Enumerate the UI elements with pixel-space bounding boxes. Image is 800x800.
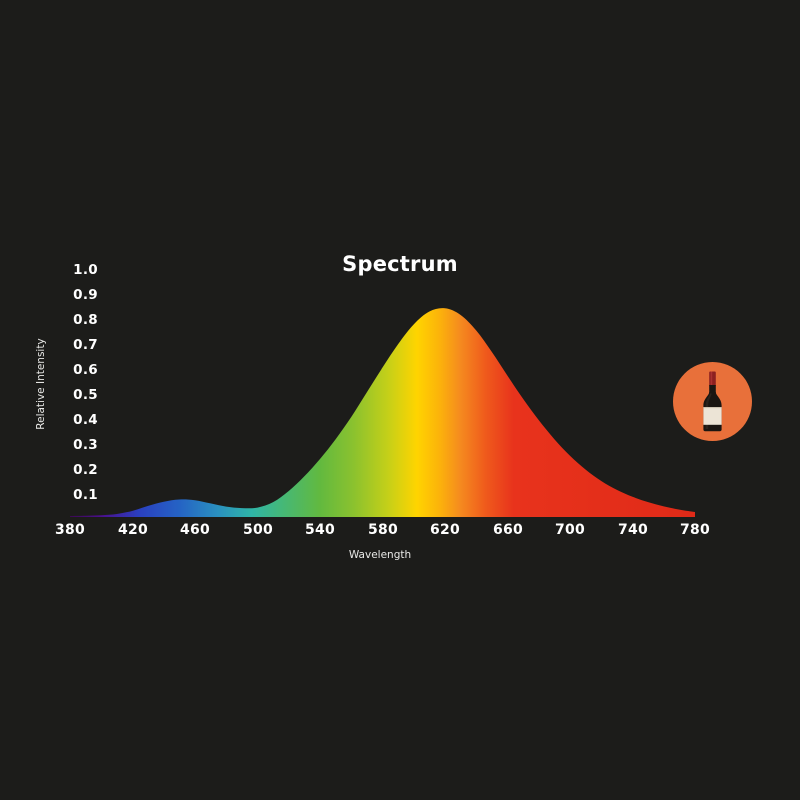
y-tick-label: 0.1: [73, 487, 98, 503]
y-axis-title: Relative Intensity: [35, 338, 47, 430]
y-tick-label: 0.6: [73, 362, 98, 378]
y-tick-label: 0.5: [73, 387, 98, 403]
wine-bottle-badge: [673, 362, 752, 441]
x-axis-title: Wavelength: [348, 549, 412, 561]
y-tick-label: 0.7: [73, 337, 98, 353]
y-tick-label: 0.4: [73, 412, 98, 428]
x-tick-label: 780: [679, 522, 711, 538]
y-tick-label: 0.2: [73, 462, 98, 478]
x-tick-label: 620: [429, 522, 461, 538]
x-tick-label: 420: [117, 522, 149, 538]
y-tick-label: 0.3: [73, 437, 98, 453]
y-tick-label: 0.9: [73, 287, 98, 303]
x-tick-label: 740: [617, 522, 649, 538]
y-tick-label: 1.0: [73, 262, 98, 278]
x-tick-label: 380: [54, 522, 86, 538]
x-tick-label: 580: [367, 522, 399, 538]
x-tick-label: 460: [179, 522, 211, 538]
y-tick-label: 0.8: [73, 312, 98, 328]
page-title: Spectrum: [342, 252, 458, 276]
x-tick-label: 540: [304, 522, 336, 538]
wine-bottle-icon: [673, 362, 752, 441]
x-tick-label: 660: [492, 522, 524, 538]
x-tick-label: 700: [554, 522, 586, 538]
x-tick-label: 500: [242, 522, 274, 538]
